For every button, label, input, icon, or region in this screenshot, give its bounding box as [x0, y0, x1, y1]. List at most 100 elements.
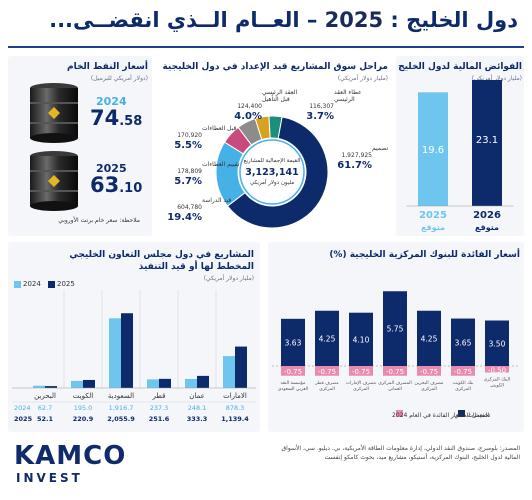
rate-cut-bar-3: [383, 366, 407, 376]
surplus-label-1: متوقع: [475, 223, 499, 232]
gcc-legend-2025: 2025: [48, 280, 75, 288]
gcc-bar-2025-5: [235, 346, 247, 388]
rate-cut-bar-0: [281, 366, 305, 376]
donut-label-name-1-0: قيد الدراسة: [202, 197, 231, 204]
gcc-bar-2024-5: [223, 356, 235, 388]
gcc-category-4: عمان: [189, 392, 205, 400]
rate-bar-5: [451, 318, 475, 366]
donut-label-name-3-0: قبل العطاءات: [202, 125, 237, 132]
oil-price-2025-dec: .10: [119, 181, 143, 196]
rate-bar-0: [281, 318, 305, 366]
gcc-bar-2024-2: [109, 318, 121, 388]
gcc-value-2025-0: 52.1: [37, 415, 54, 423]
gcc-value-2024-1: 195.0: [74, 404, 93, 412]
donut-label-name-2-0: تقييم العطاءات: [202, 161, 240, 168]
oil-title: أسعار النفط الخام: [66, 62, 148, 72]
gcc-row-label-2024: 2024: [14, 404, 31, 412]
rate-category-3-b: العماني: [388, 387, 402, 392]
rate-bar-1: [315, 310, 339, 366]
gcc-value-2024-3: 237.3: [150, 404, 169, 412]
oil-price-2025-int: 63: [90, 173, 120, 197]
interest-title: أسعار الفائدة للبنوك المركزية الخليجية (…: [329, 250, 520, 260]
rate-category-4-a: مصرف البحرين: [415, 381, 445, 386]
rate-category-5-b: المركزي: [455, 386, 471, 392]
rate-cut-value-0: -0.75: [284, 368, 302, 376]
donut-center: [239, 139, 305, 205]
rate-cut-bar-2: [349, 366, 373, 376]
surplus-bar-1: [472, 80, 502, 207]
gcc-value-2024-0: 62.7: [38, 404, 52, 412]
rate-legend-current: المعدل الحالي: [454, 412, 490, 419]
gcc-bar-2025-4: [197, 375, 209, 388]
oil-year-2024: 2024: [96, 95, 127, 108]
surplus-bar-0: [418, 92, 448, 206]
gcc-bar-2025-2: [121, 313, 133, 388]
projects-donut-chart: القيمة الإجمالية للمشاريع 3,123,141مليون …: [167, 89, 388, 229]
projects-market-unit: (مليار دولار أمريكي): [337, 75, 388, 82]
gcc-category-2: السعودية: [108, 392, 134, 400]
donut-center-value: 3,123,141: [245, 167, 299, 178]
surplus-value-0: 19.6: [422, 145, 444, 156]
rate-category-4-b: المركزي: [421, 386, 437, 392]
donut-center-unit: مليون دولار أمريكي: [250, 178, 294, 186]
donut-label-pct-5: 3.7%: [306, 111, 334, 122]
gcc-value-2025-3: 251.6: [149, 415, 170, 423]
rate-category-2-a: مصرف الإمارات: [346, 381, 377, 386]
donut-label-name-5-1: الرئيسي: [334, 96, 355, 103]
surplus-title: الفوائض المالية لدول الخليج: [398, 62, 522, 72]
donut-label-pct-2: 5.7%: [174, 176, 202, 187]
oil-price-2024-dec: .58: [119, 114, 143, 129]
donut-label-name-0-0: تصميم: [372, 145, 388, 152]
gcc-legend-2024: 2024: [14, 280, 41, 288]
rate-value-2: 4.10: [353, 335, 370, 344]
rate-legend-current-swatch: [458, 410, 465, 417]
oil-price-2024-int: 74: [90, 106, 120, 130]
rate-cut-value-5: -0.75: [454, 368, 472, 376]
rate-value-3: 5.75: [387, 325, 404, 334]
rate-cut-value-6: -0.50: [488, 366, 506, 374]
gcc-row-label-2025: 2025: [14, 415, 33, 423]
rate-bar-2: [349, 312, 373, 366]
rate-cut-bar-5: [451, 366, 475, 376]
donut-label-name-5-0: عطاء العقد: [334, 89, 362, 96]
donut-slice-5: [268, 115, 283, 140]
rate-category-0-a: مؤسسة النقد: [281, 381, 307, 386]
gcc-value-2025-2: 2,055.9: [107, 415, 135, 423]
gcc-bar-2024-0: [33, 385, 45, 388]
gcc-bar-2024-3: [147, 379, 159, 388]
surplus-year-0: 2025: [419, 210, 447, 221]
gcc-projects-title: المشاريع في دول مجلس التعاون الخليجي: [69, 250, 254, 260]
kamco-logo-sub: INVEST: [16, 471, 83, 485]
rate-value-5: 3.65: [455, 338, 472, 347]
rate-value-0: 3.63: [285, 338, 302, 347]
rate-cut-value-3: -0.75: [386, 368, 404, 376]
oil-note: ملاحظة: سعر خام برنت الأوروبي: [58, 217, 140, 224]
legend-swatch-2025: [48, 280, 55, 288]
surplus-value-1: 23.1: [476, 135, 498, 146]
gcc-category-0: البحرين: [34, 392, 56, 400]
donut-label-name-4-0: العقد الرئيسي: [262, 89, 297, 96]
surplus-label-0: متوقع: [421, 223, 445, 232]
donut-label-value-3: 170,920: [177, 132, 202, 139]
rate-cut-bar-4: [417, 366, 441, 376]
gcc-value-2024-4: 248.1: [188, 404, 207, 412]
gcc-projects-chart: البحرين 62.7 52.1 الكويت 195.0 220.9 السعودية 1…: [12, 290, 256, 423]
projects-market-title: مراحل سوق المشاريع قيد الإعداد في دول ال…: [162, 62, 388, 72]
rate-value-6: 3.50: [489, 339, 506, 348]
rate-category-6-a: البنك المركزي: [484, 377, 510, 383]
gcc-category-5: الامارات: [223, 392, 247, 400]
rate-value-1: 4.25: [319, 334, 336, 343]
donut-center-label: القيمة الإجمالية للمشاريع: [244, 158, 301, 164]
rate-bar-6: [485, 320, 509, 366]
legend-label-2024: 2024: [23, 280, 41, 288]
oil-year-2025: 2025: [96, 162, 127, 175]
donut-label-value-5: 116,307: [309, 103, 334, 110]
donut-label-value-4: 124,400: [237, 103, 262, 110]
donut-label-pct-1: 19.4%: [167, 212, 202, 223]
rate-bar-3: [383, 291, 407, 366]
gcc-value-2025-4: 333.3: [187, 415, 208, 423]
surplus-year-1: 2026: [473, 210, 501, 221]
donut-label-pct-4: 4.0%: [234, 111, 262, 122]
rate-cut-bar-6: [485, 366, 509, 373]
surplus-unit: (مليار دولار أمريكي): [471, 75, 522, 82]
